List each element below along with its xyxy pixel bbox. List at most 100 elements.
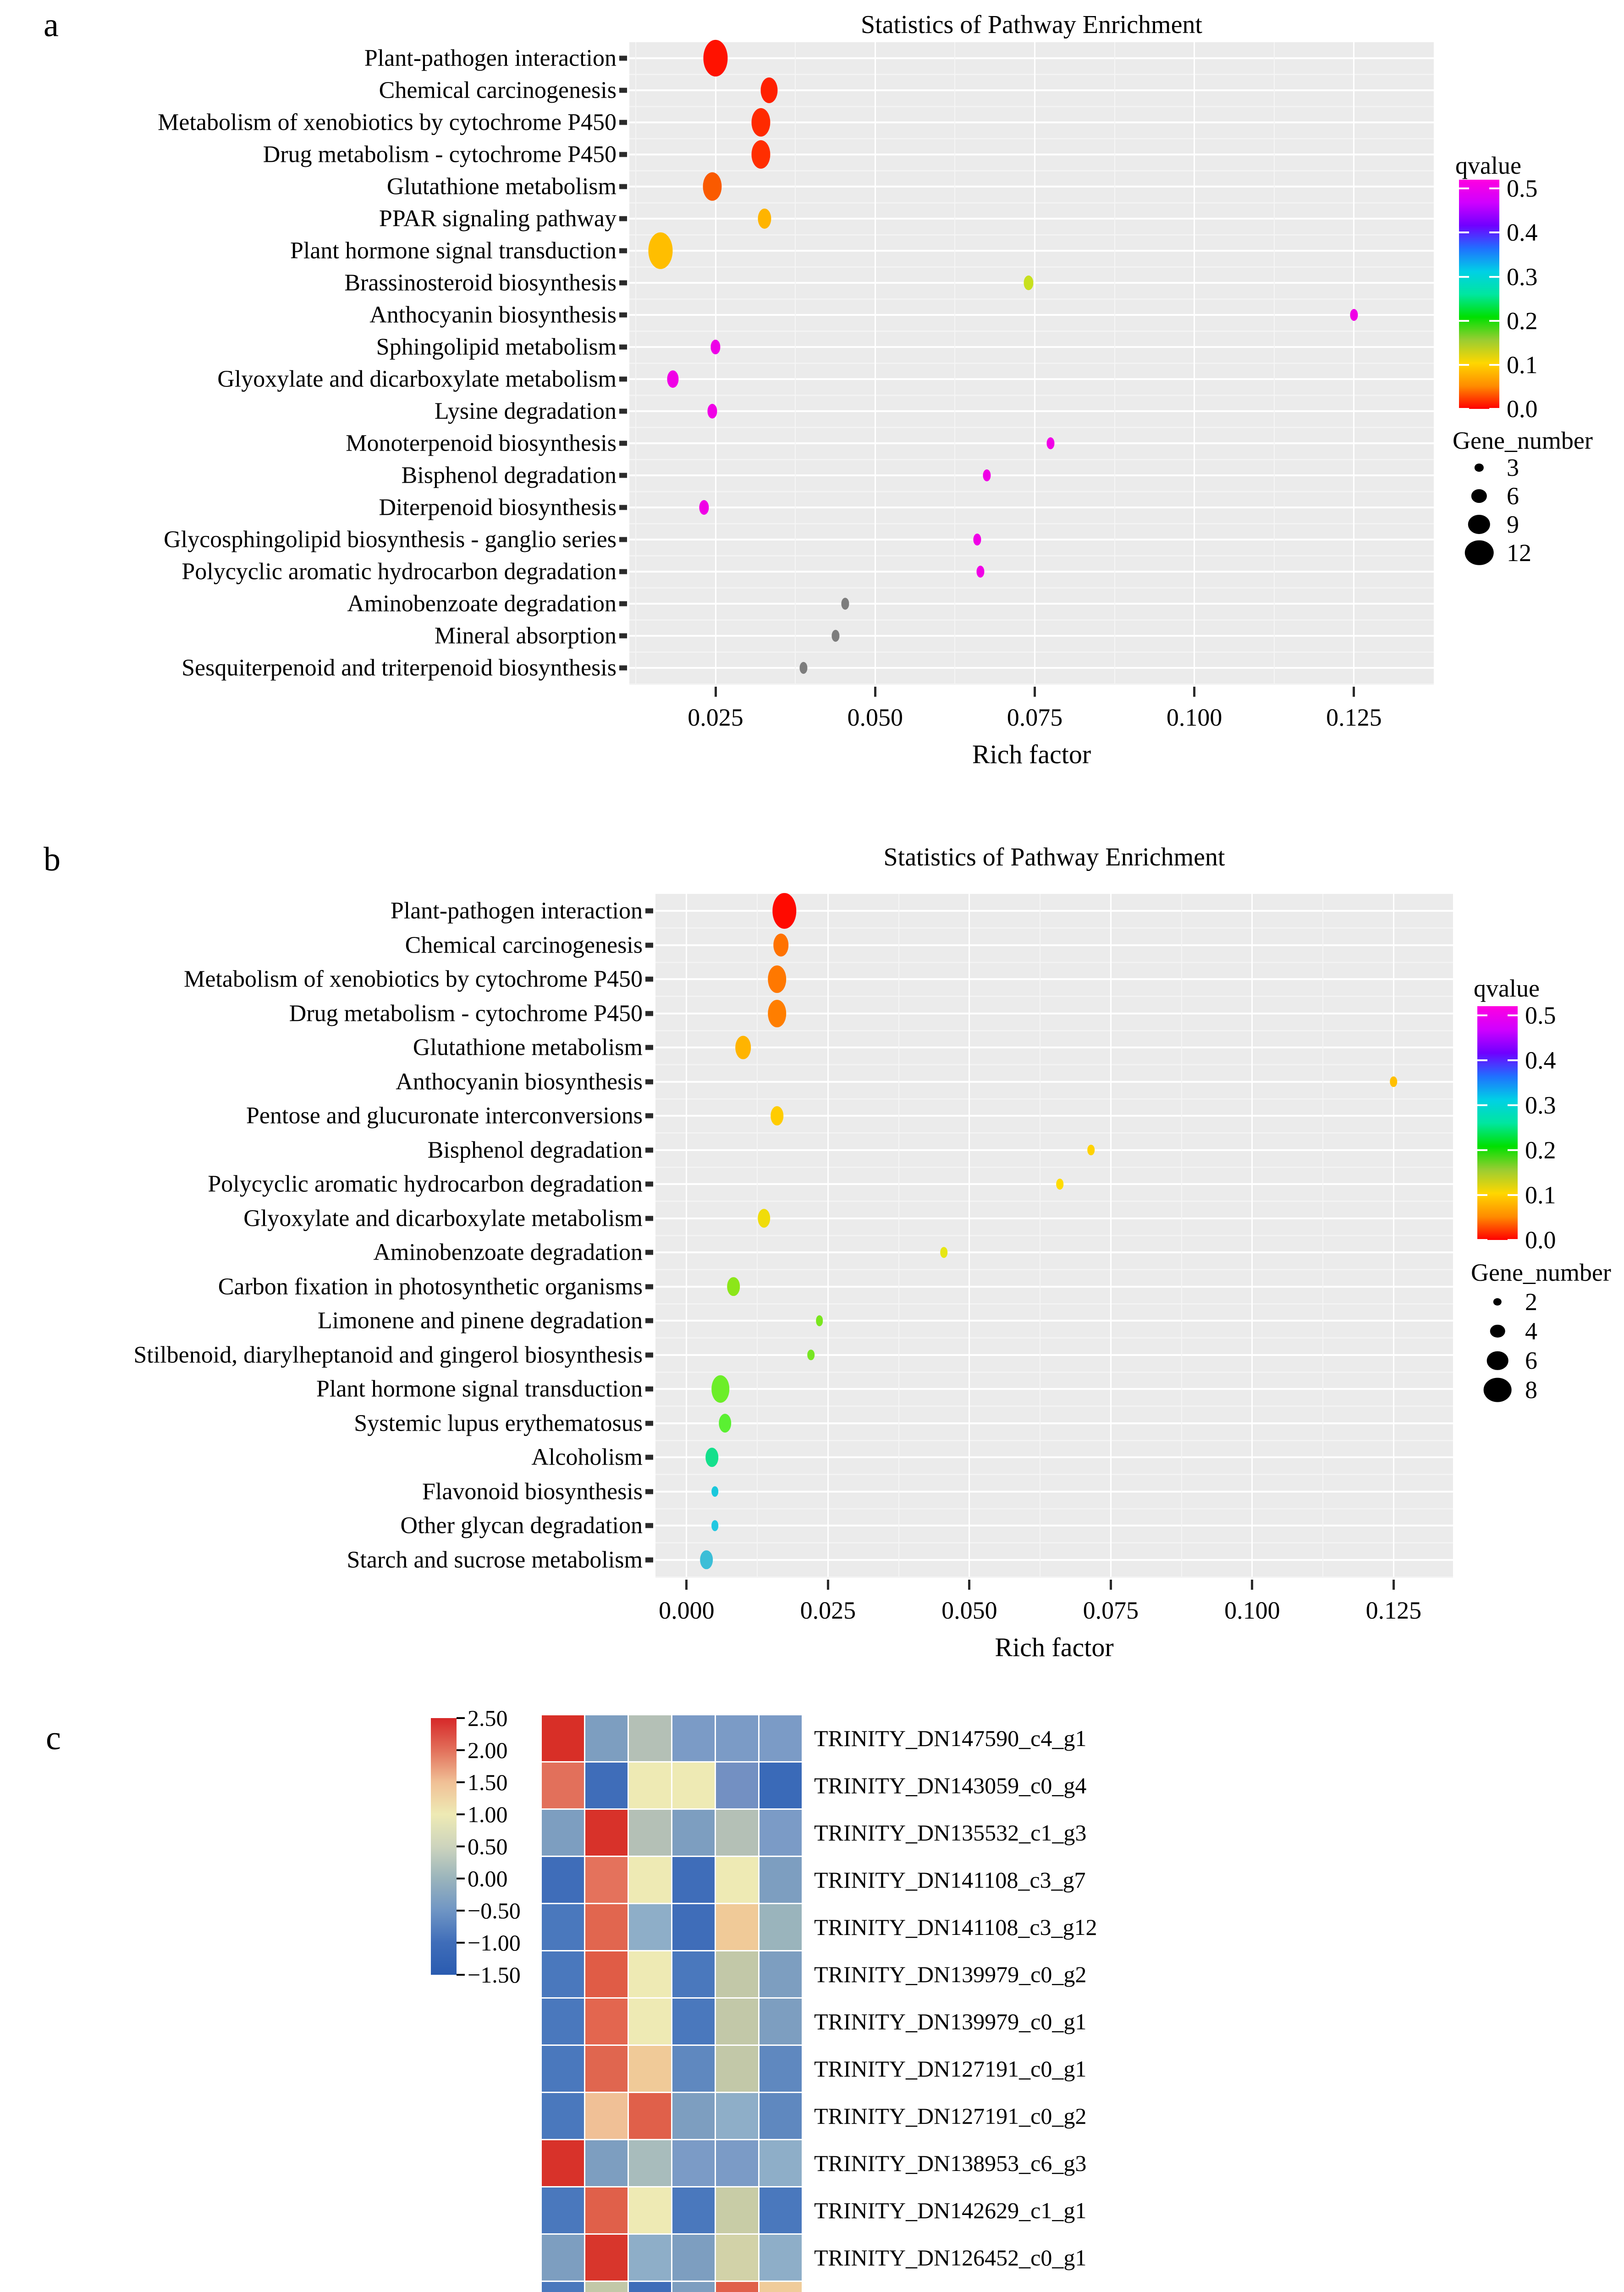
- y-axis-tick: [645, 1147, 653, 1153]
- gridline-horizontal: [655, 1012, 1453, 1014]
- data-point: [771, 1106, 784, 1126]
- y-axis-tick: [619, 569, 627, 574]
- colorbar-tick: [1477, 1059, 1487, 1061]
- data-point: [648, 232, 673, 270]
- gridline-horizontal-minor: [655, 1474, 1453, 1475]
- gridline-horizontal-minor: [629, 330, 1434, 332]
- heatmap-row-label: TRINITY_DN142629_c1_g1: [814, 2198, 1087, 2223]
- colorbar-tick: [1508, 1059, 1518, 1061]
- heatmap-row-label: TRINITY_DN127191_c0_g1: [814, 2056, 1087, 2082]
- colorbar-tick: [1489, 275, 1499, 278]
- y-axis-tick-label: Anthocyanin biosynthesis: [396, 1069, 643, 1095]
- data-point: [711, 1486, 719, 1497]
- heatmap-cell: [760, 1951, 802, 1997]
- qvalue-colorbar: [1459, 180, 1499, 409]
- y-axis-tick: [619, 441, 627, 446]
- gridline-horizontal-minor: [655, 996, 1453, 997]
- colorbar-tick-label: 0.2: [1525, 1136, 1556, 1164]
- heatmap-cell: [672, 1999, 715, 2044]
- gridline-horizontal-minor: [655, 1576, 1453, 1578]
- x-axis-tick: [685, 1580, 688, 1590]
- colorbar-tick: [1508, 1149, 1518, 1151]
- y-axis-tick: [645, 1557, 653, 1563]
- data-point: [768, 965, 787, 993]
- gridline-horizontal-minor: [629, 234, 1434, 236]
- gridline-horizontal-minor: [629, 683, 1434, 685]
- y-axis-tick: [619, 152, 627, 157]
- y-axis-tick-label: Monoterpenoid biosynthesis: [346, 430, 617, 457]
- x-axis-tick-label: 0.075: [1007, 704, 1063, 731]
- heatmap-cell: [629, 1763, 671, 1808]
- data-point: [707, 404, 717, 419]
- heatmap-cell: [716, 1715, 758, 1761]
- x-axis-title: Rich factor: [995, 1632, 1114, 1662]
- y-axis-tick-label: Mineral absorption: [434, 623, 617, 649]
- heatmap-cell: [629, 2235, 671, 2281]
- gridline-horizontal-minor: [655, 1234, 1453, 1236]
- heatmap-cell: [760, 2140, 802, 2186]
- data-point: [773, 933, 789, 957]
- gridline-horizontal-minor: [655, 1132, 1453, 1134]
- colorbar-tick-label: 0.5: [1525, 1001, 1556, 1029]
- x-axis-tick: [1109, 1580, 1112, 1590]
- heatmap-cell: [542, 2093, 584, 2139]
- gridline-horizontal: [655, 910, 1453, 912]
- heatmap-cell: [542, 1999, 584, 2044]
- gridline-horizontal: [629, 218, 1434, 220]
- heatmap-cell: [542, 2282, 584, 2292]
- heatmap-colorbar-label: 1.00: [468, 1802, 508, 1827]
- panel-letter-c: c: [46, 1719, 61, 1757]
- heatmap-colorbar-tick: [457, 1813, 465, 1815]
- gridline-horizontal-minor: [629, 651, 1434, 653]
- gridline-horizontal: [655, 1080, 1453, 1083]
- heatmap-cell: [760, 1857, 802, 1903]
- colorbar-tick: [1489, 320, 1499, 322]
- gridline-horizontal: [655, 1422, 1453, 1424]
- colorbar-tick: [1477, 1104, 1487, 1106]
- x-axis-tick-label: 0.050: [941, 1597, 997, 1624]
- gridline-horizontal: [655, 1251, 1453, 1254]
- gridline-horizontal: [629, 571, 1434, 573]
- panel-a-bubble-chart: a Statistics of Pathway Enrichment Plant-p…: [0, 0, 1624, 807]
- colorbar-tick: [1489, 187, 1499, 190]
- y-axis-tick: [619, 601, 627, 606]
- colorbar-tick: [1489, 364, 1499, 366]
- gridline-horizontal: [629, 314, 1434, 316]
- gridline-vertical: [1393, 894, 1394, 1577]
- data-point: [768, 999, 787, 1027]
- size-legend-label: 2: [1525, 1288, 1537, 1316]
- gene-number-legend-title: Gene_number: [1453, 427, 1593, 454]
- heatmap-row-label: TRINITY_DN141108_c3_g7: [814, 1867, 1086, 1893]
- y-axis-tick-label: Alcoholism: [531, 1444, 643, 1471]
- y-axis-tick-label: Limonene and pinene degradation: [318, 1307, 643, 1334]
- data-point: [772, 893, 797, 929]
- y-axis-tick-label: Sesquiterpenoid and triterpenoid biosynt…: [182, 655, 617, 681]
- panel-letter-a: a: [44, 6, 59, 44]
- gridline-horizontal-minor: [629, 426, 1434, 428]
- heatmap-row-label: TRINITY_DN135532_c1_g3: [814, 1820, 1087, 1846]
- y-axis-tick-label: Plant-pathogen interaction: [364, 45, 617, 72]
- y-axis-tick-label: Polycyclic aromatic hydrocarbon degradat…: [182, 558, 617, 585]
- heatmap-cell: [760, 1715, 802, 1761]
- heatmap-cell: [672, 1810, 715, 1856]
- colorbar-tick: [1489, 408, 1499, 410]
- y-axis-tick: [619, 216, 627, 221]
- gridline-horizontal: [629, 635, 1434, 637]
- heatmap-colorbar-label: −1.00: [468, 1930, 521, 1956]
- heatmap-cell: [542, 1857, 584, 1903]
- data-point: [758, 208, 771, 229]
- y-axis-tick: [619, 376, 627, 382]
- y-axis-tick-label: Pentose and glucuronate interconversions: [246, 1102, 643, 1129]
- gridline-vertical-minor: [1322, 894, 1324, 1577]
- heatmap-cell: [672, 2046, 715, 2092]
- gridline-horizontal-minor: [655, 1166, 1453, 1168]
- data-point: [841, 598, 849, 610]
- size-legend-label: 4: [1525, 1317, 1537, 1345]
- gridline-horizontal-minor: [655, 1337, 1453, 1339]
- size-legend-dot: [1464, 540, 1494, 566]
- gridline-vertical-minor: [1181, 894, 1182, 1577]
- data-point: [1023, 275, 1034, 290]
- x-axis-tick-label: 0.100: [1224, 1597, 1280, 1624]
- gridline-horizontal-minor: [655, 927, 1453, 929]
- colorbar-tick: [1508, 1239, 1518, 1241]
